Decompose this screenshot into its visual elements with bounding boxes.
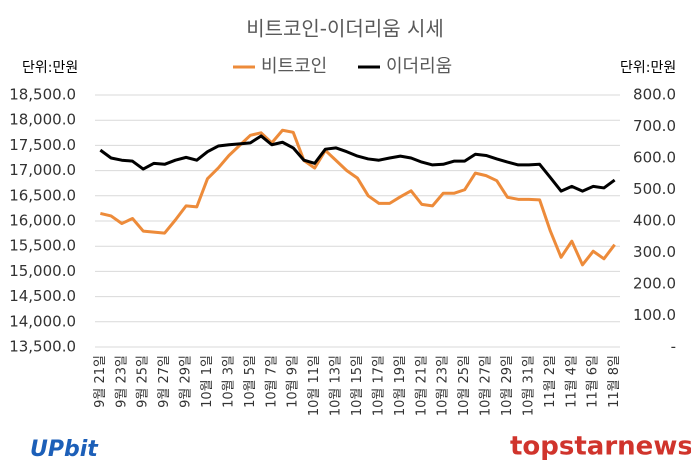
y2-tick-label: 700.0 — [633, 117, 676, 135]
x-tick-label: 10월 15일 — [350, 355, 365, 416]
y-axis-unit: 단위:만원 — [22, 60, 78, 76]
x-tick-label: 9월 21일 — [93, 355, 108, 408]
series-line — [100, 128, 616, 267]
y-tick-label: 18,500.0 — [9, 86, 76, 104]
y-tick-label: 16,000.0 — [9, 212, 76, 230]
y-tick-label: 15,500.0 — [9, 237, 76, 255]
x-tick-label: 10월 31일 — [521, 355, 536, 416]
legend-label: 이더리움 — [386, 56, 452, 77]
x-tick-label: 9월 29일 — [179, 355, 194, 408]
x-tick-label: 10월 27일 — [479, 355, 494, 416]
x-tick-label: 11월 2일 — [543, 355, 558, 408]
y2-tick-label: 200.0 — [633, 275, 676, 293]
logo: topstarnews — [510, 432, 691, 462]
y2-tick-label: 300.0 — [633, 243, 676, 261]
x-tick-label: 10월 3일 — [221, 355, 236, 408]
y-tick-label: 17,000.0 — [9, 161, 76, 179]
x-tick-label: 10월 1일 — [200, 355, 215, 408]
y-tick-label: 16,500.0 — [9, 186, 76, 204]
y2-tick-label: 400.0 — [633, 212, 676, 230]
x-tick-label: 10월 17일 — [371, 355, 386, 416]
y-tick-label: 14,500.0 — [9, 287, 76, 305]
x-tick-label: 10월 29일 — [500, 355, 515, 416]
x-tick-label: 10월 5일 — [243, 355, 258, 408]
y2-tick-label: 600.0 — [633, 149, 676, 167]
y2-tick-label: - — [671, 338, 676, 356]
y-tick-label: 17,500.0 — [9, 136, 76, 154]
x-tick-label: 10월 19일 — [393, 355, 408, 416]
y2-tick-label: 500.0 — [633, 180, 676, 198]
y-tick-label: 18,000.0 — [9, 111, 76, 129]
y-tick-label: 15,000.0 — [9, 262, 76, 280]
y2-axis-unit: 단위:만원 — [620, 60, 676, 76]
y-tick-label: 14,000.0 — [9, 312, 76, 330]
chart-title: 비트코인-이더리움 시세 — [246, 17, 444, 41]
x-tick-label: 10월 23일 — [436, 355, 451, 416]
y2-tick-label: 800.0 — [633, 86, 676, 104]
x-tick-label: 11월 4일 — [564, 355, 579, 408]
x-tick-label: 9월 23일 — [114, 355, 129, 408]
y-tick-label: 13,500.0 — [9, 338, 76, 356]
x-tick-label: 10월 9일 — [286, 355, 301, 408]
series-line — [99, 134, 616, 193]
x-tick-label: 10월 11일 — [307, 355, 322, 416]
x-tick-label: 10월 7일 — [264, 355, 279, 408]
x-tick-label: 9월 27일 — [157, 355, 172, 408]
x-tick-label: 10월 21일 — [414, 355, 429, 416]
legend-label: 비트코인 — [261, 56, 327, 77]
y2-tick-label: 100.0 — [633, 306, 676, 324]
x-tick-label: 11월 6일 — [586, 355, 601, 408]
x-tick-label: 10월 13일 — [329, 355, 344, 416]
logo: UPbit — [30, 437, 99, 462]
x-tick-label: 9월 25일 — [136, 355, 151, 408]
x-tick-label: 10월 25일 — [457, 355, 472, 416]
x-tick-label: 11월 8일 — [607, 355, 622, 408]
